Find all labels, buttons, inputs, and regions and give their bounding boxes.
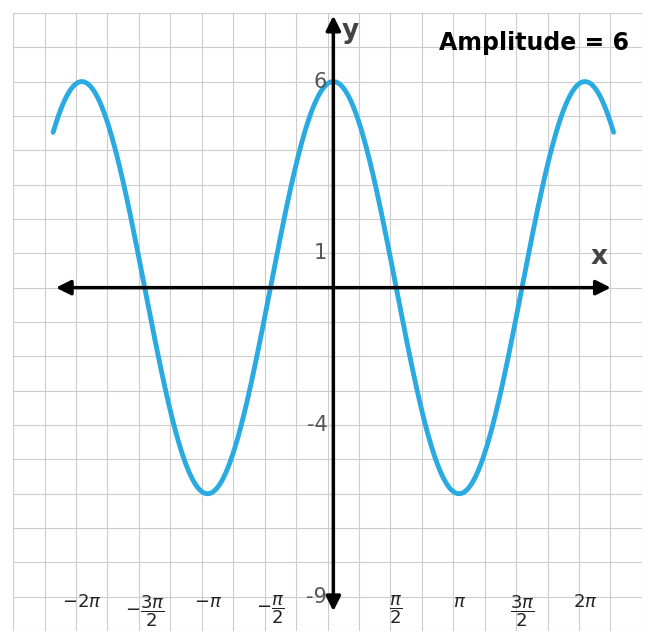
Text: 6: 6 [314, 71, 328, 91]
Text: $2\pi$: $2\pi$ [572, 593, 597, 611]
Text: $\dfrac{3\pi}{2}$: $\dfrac{3\pi}{2}$ [510, 593, 534, 629]
Text: Amplitude = 6: Amplitude = 6 [440, 32, 629, 55]
Text: -4: -4 [307, 415, 328, 435]
Text: y: y [342, 18, 360, 44]
Text: $-\dfrac{3\pi}{2}$: $-\dfrac{3\pi}{2}$ [125, 593, 164, 629]
Text: $\pi$: $\pi$ [453, 593, 466, 611]
Text: -9: -9 [307, 587, 328, 607]
Text: 1: 1 [314, 243, 328, 263]
Text: $-\pi$: $-\pi$ [193, 593, 221, 611]
Text: x: x [591, 245, 608, 270]
Text: $-2\pi$: $-2\pi$ [62, 593, 102, 611]
Text: $\dfrac{\pi}{2}$: $\dfrac{\pi}{2}$ [390, 593, 403, 626]
Text: $-\dfrac{\pi}{2}$: $-\dfrac{\pi}{2}$ [256, 593, 285, 626]
